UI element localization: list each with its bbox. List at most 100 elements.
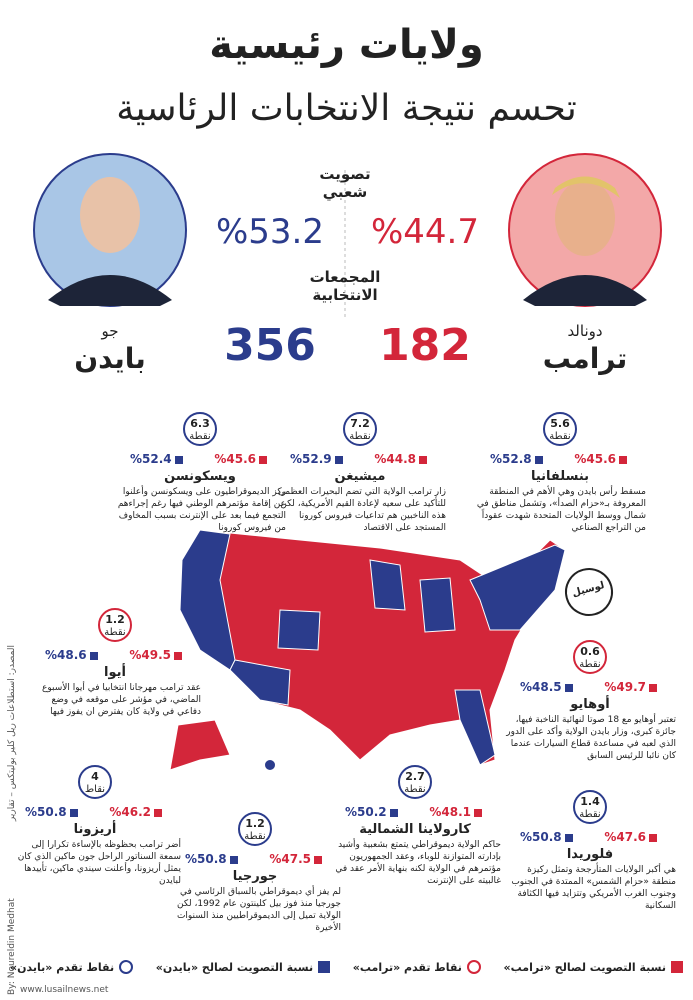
pct-row: %52.9 %44.8 <box>290 452 430 466</box>
legend-swatch <box>671 961 683 973</box>
margin-unit: نقطة <box>244 831 266 842</box>
legend-swatch <box>318 961 331 973</box>
legend-text: نسبة التصويت لصالح «بايدن» <box>155 960 314 974</box>
biden-pct: %52.9 <box>290 452 332 466</box>
state-name: ميشيغن <box>334 469 386 484</box>
legend-text: نسبة التصويت لصالح «ترامب» <box>503 960 666 974</box>
blue-square <box>174 455 183 464</box>
trump-pct: %45.6 <box>214 452 256 466</box>
blue-square <box>334 455 343 464</box>
trump-pct-wrap: %49.7 <box>604 680 660 694</box>
trump-pct-wrap: %47.5 <box>269 852 325 866</box>
blue-square <box>389 808 398 817</box>
legend-swatch <box>119 960 134 974</box>
pct-row: %48.5 %49.7 <box>520 680 660 694</box>
biden-pct-wrap: %50.8 <box>25 805 81 819</box>
margin-value: 6.3 <box>190 417 210 430</box>
state-description: تعتبر أوهايو مع 18 صوتا لنهائية الناخبة … <box>506 715 676 761</box>
margin-circle: 7.2 نقطة <box>343 412 377 446</box>
red-square <box>474 808 482 817</box>
legend-swatch <box>466 960 481 974</box>
biden-pct-wrap: %52.8 <box>490 452 546 466</box>
margin-value: 7.2 <box>350 417 370 430</box>
margin-circle: 2.7 نقطة <box>398 765 432 799</box>
legend-text: نقاط تقدم «ترامب» <box>352 960 462 974</box>
state-name: كارولاينا الشمالية <box>359 822 471 837</box>
trump-pct-wrap: %49.5 <box>129 648 185 662</box>
margin-circle: 0.6 نقطة <box>573 640 607 674</box>
trump-last: ترامب <box>542 342 628 375</box>
red-square <box>314 855 322 864</box>
state-description: أضر ترامب بحظوظه بالإساءة تكرارا إلى سمع… <box>17 840 181 886</box>
state-name: فلوريدا <box>566 847 614 862</box>
red-square <box>419 455 427 464</box>
biden-popular: %53.2 <box>215 212 324 252</box>
legend-item: نسبة التصويت لصالح «ترامب» <box>504 960 683 974</box>
pct-row: %50.2 %48.1 <box>345 805 485 819</box>
website: www.lusailnews.net <box>20 985 109 995</box>
margin-value: 1.4 <box>580 795 600 808</box>
state-name: ويسكونسن <box>164 469 236 484</box>
biden-electoral: 356 <box>224 320 316 371</box>
margin-circle: 6.3 نقطة <box>183 412 217 446</box>
margin-circle: 4 نقاط <box>78 765 112 799</box>
trump-pct: %48.1 <box>429 805 471 819</box>
red-square <box>174 651 182 660</box>
state-description: زار ترامب الولاية التي تضم البحيرات العظ… <box>277 487 446 533</box>
trump-pct: %44.8 <box>374 452 416 466</box>
margin-value: 5.6 <box>550 417 570 430</box>
us-map <box>169 529 566 771</box>
pct-row: %52.4 %45.6 <box>130 452 270 466</box>
title: ولايات رئيسية <box>209 22 484 68</box>
electoral-label: المجمعات الانتخابية <box>309 268 381 304</box>
trump-pct-wrap: %44.8 <box>374 452 430 466</box>
margin-unit: نقطة <box>189 431 211 442</box>
biden-first: جو <box>101 322 119 340</box>
state-description: هي أكبر الولايات المتأرجحة وتمثل ركيزة م… <box>511 865 676 911</box>
pct-row: %50.8 %47.6 <box>520 830 660 844</box>
margin-value: 1.2 <box>245 817 265 830</box>
trump-pct-wrap: %48.1 <box>429 805 485 819</box>
margin-circle: 1.2 نقطة <box>238 812 272 846</box>
state-block: 1.2 نقطة %50.8 %47.5 جورجيا لم يفز أي ديموقرا… <box>165 812 345 934</box>
red-square <box>259 455 267 464</box>
subtitle: تحسم نتيجة الانتخابات الرئاسية <box>116 88 577 129</box>
state-description: ركز الديموقراطيون على ويسكونسن وأعلنوا ع… <box>117 487 286 533</box>
margin-value: 2.7 <box>405 770 425 783</box>
state-name: جورجيا <box>232 869 278 884</box>
margin-unit: نقطة <box>579 659 601 670</box>
legend: نسبة التصويت لصالح «ترامب» نقاط تقدم «ترا… <box>10 960 683 974</box>
blue-square <box>534 455 543 464</box>
margin-circle: 1.4 نقطة <box>573 790 607 824</box>
trump-pct: %49.5 <box>129 648 171 662</box>
pct-row: %52.8 %45.6 <box>490 452 630 466</box>
biden-pct: %50.8 <box>185 852 227 866</box>
blue-square <box>564 683 573 692</box>
source: المصدر: استطلاعات ريل كلير بوليتكس – تقا… <box>7 645 17 822</box>
margin-circle: 5.6 نقطة <box>543 412 577 446</box>
biden-last: بايدن <box>74 342 146 375</box>
biden-pct: %50.2 <box>345 805 387 819</box>
margin-unit: نقطة <box>404 784 426 795</box>
trump-pct: %45.6 <box>574 452 616 466</box>
state-block: 1.2 نقطة %48.6 %49.5 أيوا عقد ترامب مهرجانا ا… <box>25 608 205 718</box>
portraits <box>33 153 662 320</box>
biden-pct-wrap: %52.4 <box>130 452 186 466</box>
margin-value: 0.6 <box>580 645 600 658</box>
margin-value: 4 <box>91 770 99 783</box>
red-square <box>649 833 657 842</box>
margin-value: 1.2 <box>105 613 125 626</box>
blue-square <box>89 651 98 660</box>
margin-unit: نقاط <box>84 784 106 795</box>
trump-pct: %47.5 <box>269 852 311 866</box>
pct-row: %50.8 %47.5 <box>185 852 325 866</box>
biden-pct: %52.8 <box>490 452 532 466</box>
margin-unit: نقطة <box>549 431 571 442</box>
state-name: أوهايو <box>570 697 610 712</box>
blue-square <box>229 855 238 864</box>
biden-pct: %48.5 <box>520 680 562 694</box>
pct-row: %48.6 %49.5 <box>45 648 185 662</box>
state-description: حاكم الولاية ديموقراطي يتمتع بشعبية وأشي… <box>335 840 501 886</box>
biden-pct-wrap: %52.9 <box>290 452 346 466</box>
